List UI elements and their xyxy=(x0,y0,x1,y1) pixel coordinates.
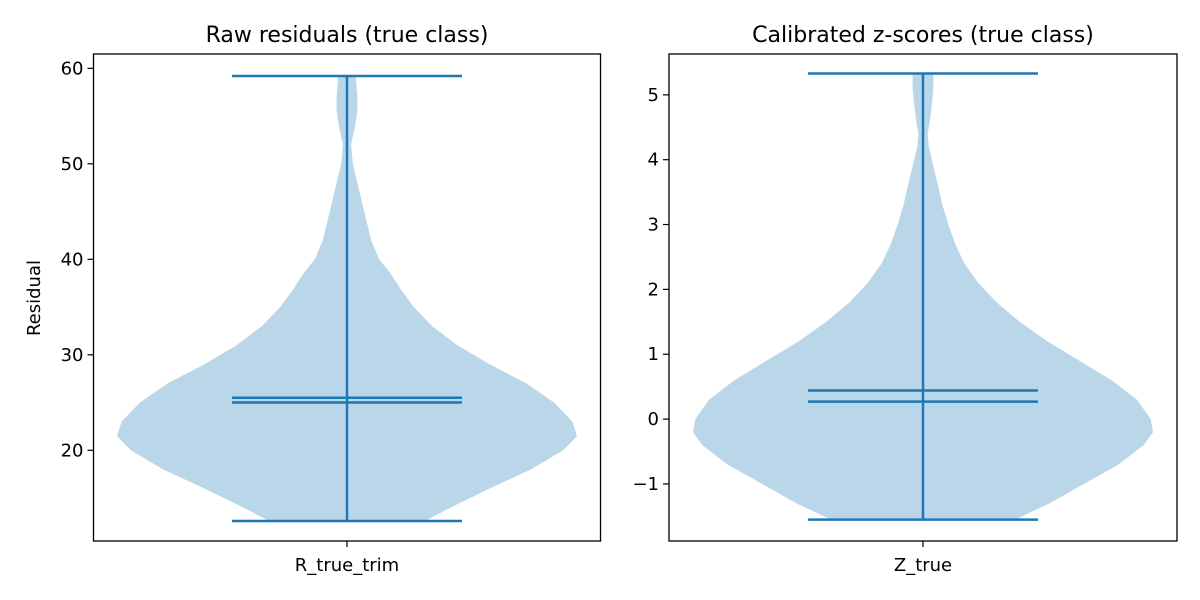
y-tick-label: 1 xyxy=(648,344,659,365)
left-panel: Raw residuals (true class) Residual 20 30… xyxy=(24,23,602,576)
y-tick-label: 2 xyxy=(648,279,659,300)
right-x-tick-label: Z_true xyxy=(894,555,952,576)
y-tick-label: 5 xyxy=(648,85,659,106)
right-plot-area: −1 0 1 2 3 4 5 xyxy=(632,72,1153,547)
right-chart-title: Calibrated z-scores (true class) xyxy=(752,23,1094,48)
y-tick-label: 40 xyxy=(61,249,84,270)
left-chart-title: Raw residuals (true class) xyxy=(206,23,489,48)
y-tick-label: 20 xyxy=(61,440,84,461)
y-tick-label: 3 xyxy=(648,215,659,236)
y-tick-label: −1 xyxy=(632,474,659,495)
right-panel: Calibrated z-scores (true class) −1 0 1 2 3 4… xyxy=(632,23,1178,576)
right-axes-frame xyxy=(668,53,1178,542)
y-tick-label: 4 xyxy=(648,150,659,171)
y-tick-label: 0 xyxy=(648,409,659,430)
y-tick-label: 30 xyxy=(61,345,84,366)
y-tick-label: 50 xyxy=(61,154,84,175)
left-x-tick-label: R_true_trim xyxy=(295,555,399,576)
left-axes-frame xyxy=(92,53,602,542)
left-y-axis-label: Residual xyxy=(24,260,45,336)
left-plot-area: 20 30 40 50 60 xyxy=(61,58,577,547)
y-tick-label: 60 xyxy=(61,58,84,79)
